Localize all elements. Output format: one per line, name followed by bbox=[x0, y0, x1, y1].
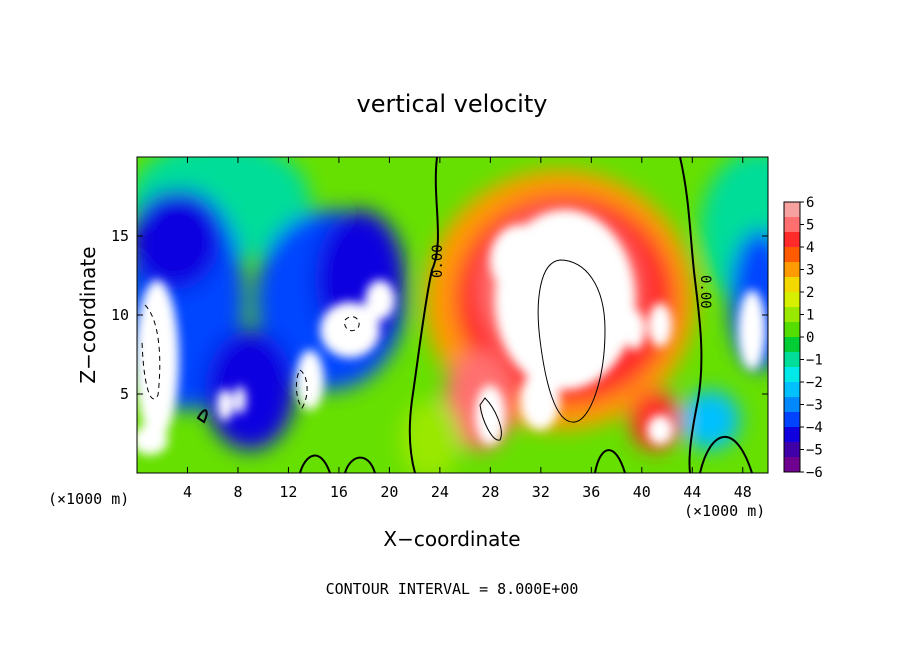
colorbar-swatch bbox=[784, 217, 800, 233]
zero-contour-low3 bbox=[594, 449, 626, 473]
zero-contour-low1 bbox=[299, 454, 331, 473]
x-tick-label: 44 bbox=[683, 483, 701, 501]
colorbar-swatch bbox=[784, 337, 800, 353]
x-tick-label: 12 bbox=[279, 483, 297, 501]
colorbar-tick-label: −6 bbox=[806, 465, 823, 481]
y-tick-label: 10 bbox=[111, 306, 129, 324]
colorbar-tick-label: 6 bbox=[806, 195, 814, 211]
x-tick-label: 28 bbox=[481, 483, 499, 501]
colorbar-swatch bbox=[784, 412, 800, 428]
y-axis-label: Z−coordinate bbox=[76, 246, 100, 383]
colorbar-swatch bbox=[784, 307, 800, 323]
x-unit-label-right: (×1000 m) bbox=[684, 502, 765, 520]
colorbar-tick-label: 3 bbox=[806, 263, 814, 279]
x-tick-label: 48 bbox=[734, 483, 752, 501]
x-tick-label: 24 bbox=[431, 483, 449, 501]
colorbar-tick-label: 1 bbox=[806, 308, 814, 324]
x-axis-label: X−coordinate bbox=[383, 527, 520, 551]
contour-label: 0.00 bbox=[430, 244, 446, 278]
colorbar-swatch bbox=[784, 397, 800, 413]
colorbar-tick-label: −4 bbox=[806, 420, 823, 436]
colorbar-swatch bbox=[784, 442, 800, 458]
heatmap-field: 0.00 0.00 bbox=[137, 157, 768, 473]
colorbar-tick-label: −5 bbox=[806, 443, 823, 459]
colorbar-swatch bbox=[784, 367, 800, 383]
colorbar: 6 5 4 3 2 1 0 −1 −2 −3 −4 −5 −6 bbox=[783, 195, 823, 481]
x-unit-label-left: (×1000 m) bbox=[48, 490, 129, 508]
x-tick-label: 8 bbox=[233, 483, 242, 501]
negative-contour-mid2 bbox=[295, 369, 308, 409]
y-tick-label: 5 bbox=[120, 385, 129, 403]
x-tick-label: 16 bbox=[330, 483, 348, 501]
colorbar-tick-label: −1 bbox=[806, 353, 823, 369]
colorbar-tick-label: −3 bbox=[806, 398, 823, 414]
positive-contour-small bbox=[479, 397, 502, 441]
contour-label: 0.00 bbox=[697, 275, 713, 309]
colorbar-tick-label: 4 bbox=[806, 240, 814, 256]
x-tick-label: 36 bbox=[582, 483, 600, 501]
zero-contour-low4 bbox=[699, 436, 753, 473]
field-blobs-cores bbox=[137, 210, 766, 455]
colorbar-swatch bbox=[784, 262, 800, 278]
contour-interval-text: CONTOUR INTERVAL = 8.000E+00 bbox=[326, 580, 579, 598]
colorbar-tick-label: 0 bbox=[806, 330, 814, 346]
chart-title: vertical velocity bbox=[357, 90, 548, 118]
contour-lines bbox=[141, 157, 753, 473]
colorbar-swatch bbox=[784, 292, 800, 308]
zero-contour-low2 bbox=[344, 456, 376, 473]
x-tick-label: 4 bbox=[183, 483, 192, 501]
positive-contour-core bbox=[537, 259, 606, 423]
x-tick-label: 40 bbox=[633, 483, 651, 501]
colorbar-tick-label: 2 bbox=[806, 285, 814, 301]
negative-contour-left bbox=[141, 304, 161, 400]
colorbar-tick-label: −2 bbox=[806, 375, 823, 391]
y-tick-label: 15 bbox=[111, 227, 129, 245]
colorbar-swatch bbox=[784, 427, 800, 443]
colorbar-swatch bbox=[784, 202, 800, 218]
colorbar-swatch bbox=[784, 352, 800, 368]
colorbar-swatch bbox=[784, 322, 800, 338]
negative-contour-mid bbox=[344, 316, 360, 332]
colorbar-swatch bbox=[784, 457, 800, 473]
colorbar-swatch bbox=[784, 382, 800, 398]
zero-contour-left bbox=[408, 157, 439, 473]
zero-contour-low5 bbox=[196, 409, 208, 424]
x-tick-label: 32 bbox=[532, 483, 550, 501]
colorbar-tick-label: 5 bbox=[806, 218, 814, 234]
y-axis: 5 10 15 bbox=[111, 227, 768, 403]
x-tick-label: 20 bbox=[380, 483, 398, 501]
zero-contour-right bbox=[679, 157, 703, 473]
x-axis: 4 8 12 16 20 24 28 32 36 40 44 48 bbox=[183, 157, 752, 501]
colorbar-swatch bbox=[784, 247, 800, 263]
colorbar-swatch bbox=[784, 277, 800, 293]
colorbar-swatch bbox=[784, 232, 800, 248]
